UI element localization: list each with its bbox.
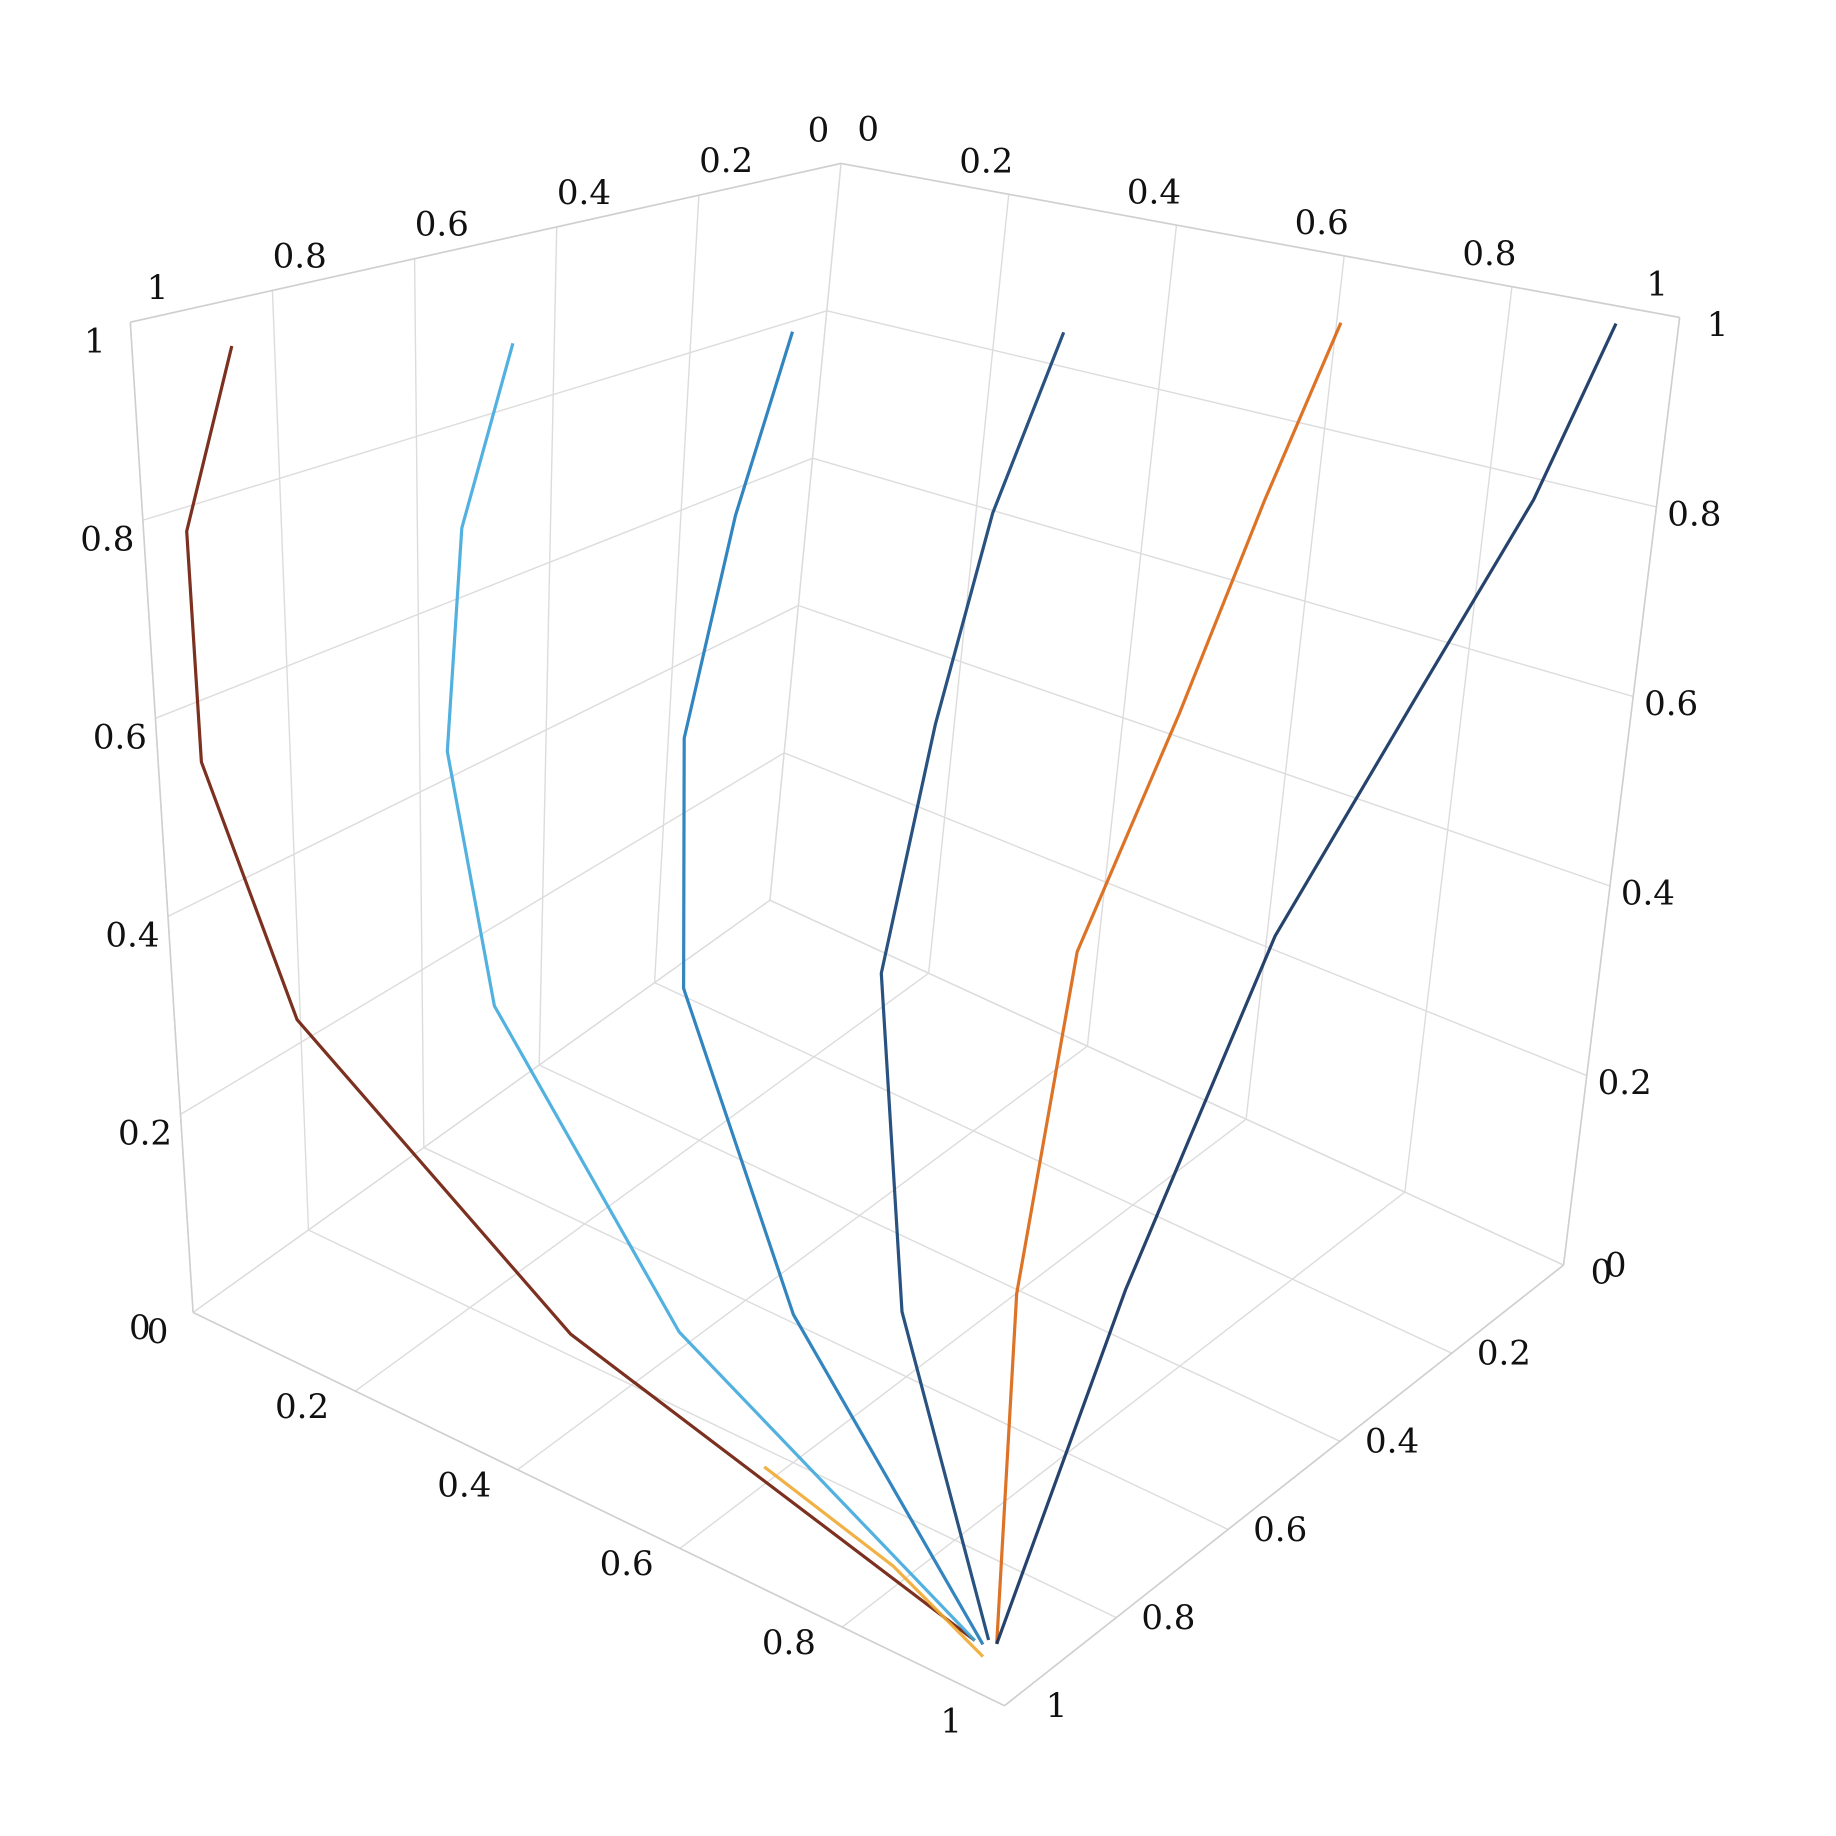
- y-tick-label: 0.6: [1253, 1510, 1307, 1550]
- y-tick-label: 1: [1046, 1686, 1068, 1726]
- z-tick-label: 0.8: [1667, 494, 1721, 534]
- grid-line: [167, 604, 799, 917]
- z-tick-label: 0.8: [80, 520, 134, 560]
- grid-line: [654, 982, 1453, 1354]
- x-tick-label: 0.6: [1295, 203, 1349, 243]
- trajectory: [763, 1465, 985, 1658]
- grid-line: [783, 752, 1588, 1077]
- x-tick-label: 0.6: [600, 1544, 654, 1584]
- grid-line: [1245, 255, 1345, 1120]
- grid-line: [413, 258, 425, 1148]
- x-tick-label: 0: [808, 111, 830, 151]
- grid-line: [1404, 286, 1513, 1193]
- z-tick-label: 0.4: [1621, 873, 1675, 913]
- grid-line: [538, 1064, 1341, 1442]
- grid-line: [812, 457, 1634, 698]
- tick-labels: 0 0.2 0.4 0.6 0.8 1 0 0.2 0.4 0.6 0.8 1 0 0.2 0.4 0.6 0.…: [80, 109, 1728, 1741]
- grid-line: [798, 604, 1611, 887]
- box-edge: [129, 322, 194, 1313]
- x-tick-label: 0.4: [1127, 172, 1181, 212]
- x-tick-label: 1: [940, 1701, 962, 1741]
- grid-line: [769, 163, 842, 901]
- grid-line: [271, 290, 310, 1231]
- box-edge: [840, 162, 1680, 319]
- y-tick-label: 0: [1605, 1245, 1627, 1285]
- grid-line: [142, 310, 827, 521]
- y-tick-label: 0: [857, 109, 879, 149]
- grid-line: [517, 1045, 1088, 1471]
- y-tick-label: 0.8: [273, 236, 327, 276]
- grid-line: [653, 195, 700, 983]
- trajectory: [682, 331, 985, 1646]
- y-tick-label: 0.6: [415, 205, 469, 245]
- box-edge: [1003, 1264, 1565, 1707]
- grid-line: [155, 457, 813, 719]
- y-tick-label: 0.4: [1365, 1422, 1419, 1462]
- z-tick-label: 0.2: [118, 1114, 172, 1154]
- grid-line: [679, 1118, 1247, 1549]
- grid-line: [354, 972, 930, 1392]
- x-tick-label: 0.8: [1462, 234, 1516, 274]
- trajectory: [445, 342, 976, 1642]
- z-tick-label: 0.6: [1644, 684, 1698, 724]
- grid-line: [1086, 224, 1178, 1047]
- grid-line: [538, 226, 558, 1066]
- z-tick-label: 1: [1707, 305, 1729, 345]
- x-tick-label: 0: [129, 1308, 151, 1348]
- y-tick-label: 1: [147, 268, 169, 308]
- grid-line: [927, 194, 1010, 974]
- trajectory: [995, 322, 1343, 1644]
- trajectory: [995, 322, 1618, 1645]
- grid-line: [308, 1229, 1117, 1619]
- z-tick-label: 0.4: [105, 916, 159, 956]
- z-tick-label: 0.2: [1598, 1063, 1652, 1103]
- z-tick-label: 1: [84, 322, 106, 362]
- y-tick-label: 0.8: [1141, 1598, 1195, 1638]
- box-edge: [192, 1311, 1005, 1707]
- x-tick-label: 0.4: [437, 1466, 491, 1506]
- box-edges: [129, 162, 1681, 1707]
- y-tick-label: 0.2: [1477, 1334, 1531, 1374]
- grid: [129, 162, 1681, 1707]
- trajectories: [185, 322, 1618, 1658]
- z-tick-label: 0.6: [93, 718, 147, 758]
- grid-line: [841, 1191, 1406, 1628]
- x-tick-label: 0.8: [762, 1623, 816, 1663]
- y-tick-label: 0.4: [557, 173, 611, 213]
- grid-line: [423, 1146, 1229, 1531]
- grid-line: [192, 899, 771, 1314]
- z-tick-label: 0: [147, 1312, 169, 1352]
- x-tick-label: 0.2: [275, 1387, 329, 1427]
- grid-line: [769, 899, 1564, 1266]
- y-tick-label: 0.2: [699, 141, 753, 181]
- grid-line: [826, 310, 1657, 508]
- z-tick-label: 0: [1591, 1253, 1613, 1293]
- x-tick-label: 1: [1646, 265, 1668, 305]
- trajectory: [185, 345, 976, 1642]
- box-edge: [130, 162, 842, 323]
- box-edge: [1562, 317, 1681, 1266]
- trajectory: [879, 331, 1066, 1641]
- x-tick-label: 0.2: [959, 141, 1013, 181]
